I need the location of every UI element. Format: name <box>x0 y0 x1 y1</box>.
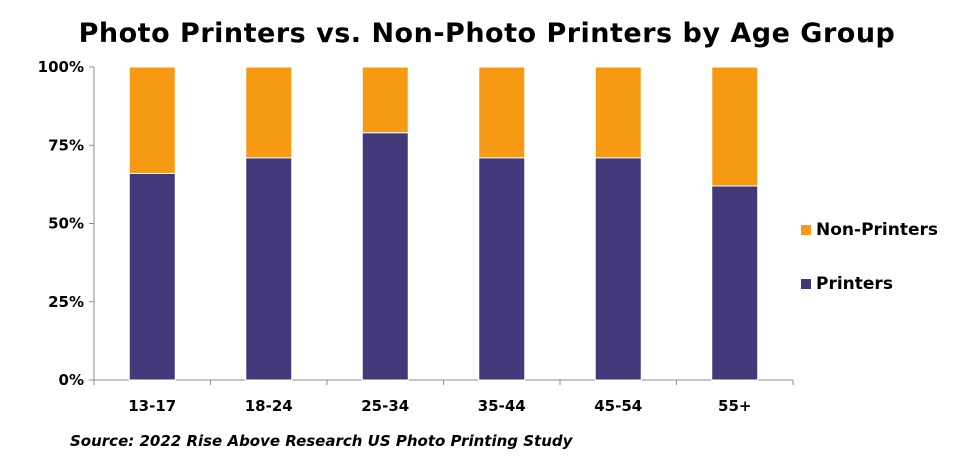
bars <box>128 66 759 381</box>
bar-printers-45-54 <box>594 157 642 381</box>
bar-non-printers-55- <box>711 66 759 187</box>
chart-title: Photo Printers vs. Non-Photo Printers by… <box>79 18 896 49</box>
x-tick-label: 25-34 <box>361 397 409 415</box>
y-tick-label: 0% <box>59 371 84 389</box>
bar-non-printers-45-54 <box>594 66 642 159</box>
bar-non-printers-18-24 <box>245 66 293 159</box>
legend-swatch-non-printers <box>801 225 811 235</box>
x-tick-label: 13-17 <box>128 397 176 415</box>
bar-printers-18-24 <box>245 157 293 381</box>
legend: Non-Printers Printers <box>801 220 938 294</box>
y-tick-label: 75% <box>48 136 84 154</box>
x-tick-label: 18-24 <box>245 397 293 415</box>
bar-non-printers-35-44 <box>478 66 526 159</box>
y-tick-label: 25% <box>48 293 84 311</box>
legend-swatch-printers <box>801 279 811 289</box>
y-tick-label: 100% <box>38 58 84 76</box>
source-note: Source: 2022 Rise Above Research US Phot… <box>70 432 574 450</box>
bar-printers-55- <box>711 185 759 381</box>
x-tick-label: 35-44 <box>478 397 526 415</box>
legend-label-non-printers: Non-Printers <box>816 220 938 240</box>
bar-printers-25-34 <box>361 132 409 381</box>
bar-non-printers-25-34 <box>361 66 409 134</box>
axes: 0% 25% 50% 75% 100% 13-17 18-24 25-34 35-44 45-54… <box>38 58 794 415</box>
bar-printers-35-44 <box>478 157 526 381</box>
y-tick-label: 50% <box>48 215 84 233</box>
x-tick-label: 55+ <box>718 397 751 415</box>
legend-label-printers: Printers <box>816 274 893 294</box>
x-tick-label: 45-54 <box>594 397 642 415</box>
bar-printers-13-17 <box>128 172 176 381</box>
bar-non-printers-13-17 <box>128 66 176 174</box>
